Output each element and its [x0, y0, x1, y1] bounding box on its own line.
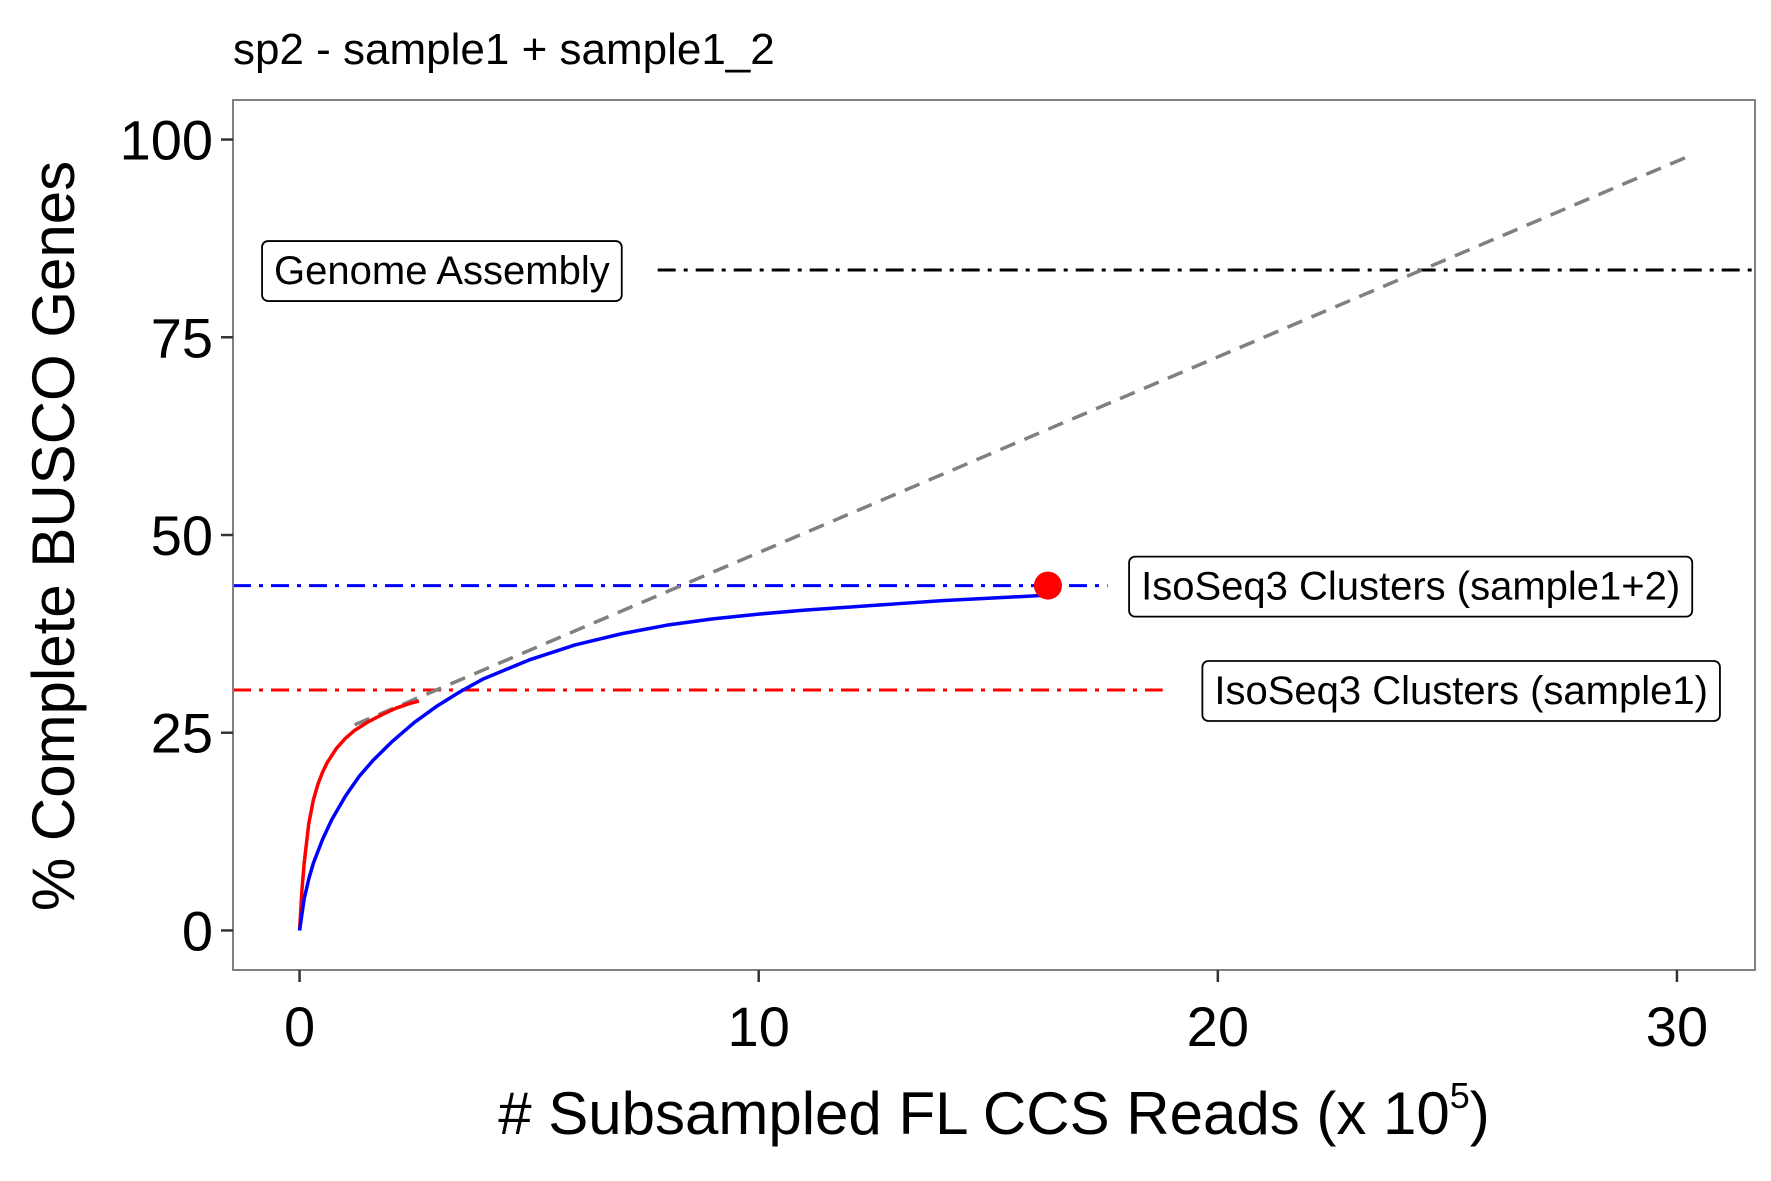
y-axis: 0 25 50 75 100: [120, 109, 233, 962]
panel-border: [232, 99, 1756, 971]
highlight-point: [1033, 571, 1062, 600]
annotation-box: [1201, 660, 1721, 722]
annotation-label-2: IsoSeq3 Clusters (sample1): [1201, 660, 1721, 722]
plot-area: [233, 153, 1755, 931]
trend-line: [353, 153, 1692, 727]
annotation-text: Genome Assembly: [274, 249, 610, 293]
y-axis-title: % Complete BUSCO Genes: [20, 161, 87, 911]
x-tick-label: 10: [728, 995, 790, 1058]
annotations: Genome Assembly IsoSeq3 Clusters (sample1…: [261, 240, 1721, 722]
y-tick-label: 25: [151, 702, 213, 765]
x-axis: 0 10 20 30: [284, 970, 1708, 1058]
y-tick-label: 0: [182, 899, 213, 962]
chart-title: sp2 - sample1 + sample1_2: [233, 25, 775, 74]
annotation-label-0: Genome Assembly: [261, 240, 623, 302]
annotation-box: [1128, 555, 1694, 618]
annotation-label-1: IsoSeq3 Clusters (sample1+2): [1128, 555, 1694, 618]
series-line-0: [297, 699, 420, 931]
y-tick-label: 50: [151, 504, 213, 567]
annotation-text: IsoSeq3 Clusters (sample1): [1214, 669, 1708, 713]
y-tick-label: 100: [120, 109, 213, 172]
y-tick-label: 75: [151, 306, 213, 369]
annotation-box: [261, 240, 623, 302]
x-axis-title: # Subsampled FL CCS Reads (x 105): [498, 1075, 1490, 1147]
x-tick-label: 20: [1187, 995, 1249, 1058]
annotation-text: IsoSeq3 Clusters (sample1+2): [1141, 565, 1680, 609]
x-tick-label: 0: [284, 995, 315, 1058]
x-tick-label: 30: [1646, 995, 1708, 1058]
series-line-1: [297, 593, 1049, 931]
